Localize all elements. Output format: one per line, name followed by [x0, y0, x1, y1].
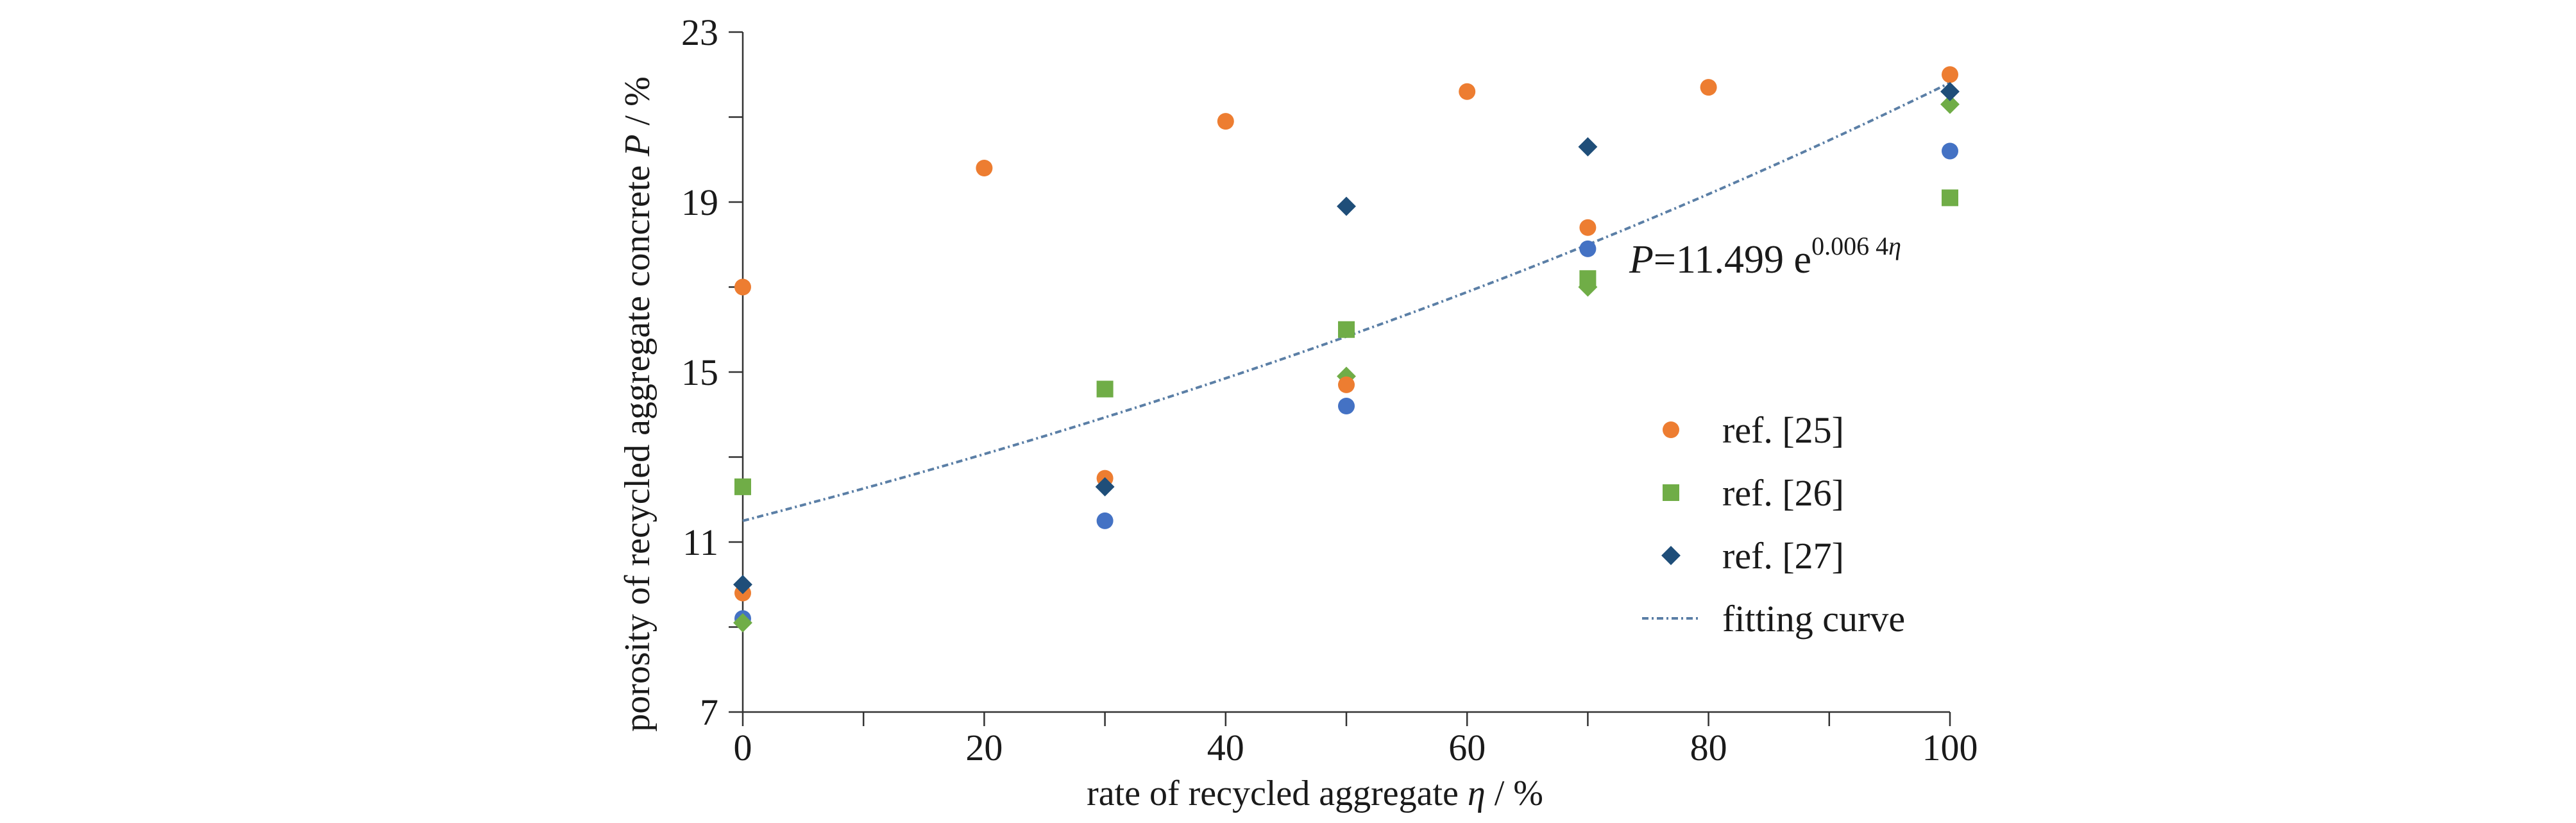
y-axis-label: porosity of recycled aggregate concrete …	[618, 76, 657, 732]
data-point	[976, 160, 993, 176]
x-tick-label: 0	[734, 727, 752, 768]
y-tick-label: 15	[681, 352, 718, 393]
y-tick-label: 23	[681, 12, 718, 53]
x-tick-label: 60	[1448, 727, 1486, 768]
data-point	[734, 478, 751, 495]
data-point	[1217, 113, 1234, 130]
data-point	[1579, 270, 1597, 287]
data-point-extra	[1579, 240, 1597, 257]
legend-marker	[1661, 546, 1681, 565]
data-point	[1096, 380, 1114, 398]
data-point-extra	[1940, 94, 1960, 114]
data-point	[1337, 196, 1356, 216]
axes: 0 20 40 60 80 100 7 11 15 19 23	[681, 12, 1978, 768]
data-points	[733, 66, 1960, 632]
legend-label-fit: fitting curve	[1722, 598, 1905, 640]
legend-label: ref. [26]	[1722, 472, 1844, 514]
y-tick-label: 7	[700, 691, 718, 733]
legend-label: ref. [27]	[1722, 535, 1844, 577]
legend-label: ref. [25]	[1722, 409, 1844, 451]
x-axis-label: rate of recycled aggregate η / %	[1087, 774, 1543, 813]
legend-marker	[1663, 421, 1679, 438]
data-point-extra	[1337, 366, 1356, 386]
x-tick-label: 80	[1690, 727, 1727, 768]
data-point	[1700, 79, 1717, 96]
data-point	[1338, 376, 1355, 393]
x-tick-label: 40	[1207, 727, 1244, 768]
data-point-extra	[1338, 398, 1355, 414]
y-tick-label: 11	[682, 522, 718, 563]
fit-curve-layer	[742, 81, 1951, 522]
x-tick-label: 20	[965, 727, 1003, 768]
data-point	[733, 575, 752, 595]
data-point-extra	[733, 613, 752, 632]
data-point	[1579, 219, 1597, 236]
data-point-extra	[1096, 512, 1114, 529]
data-point	[1940, 81, 1960, 101]
equation-label: P=11.499 e0.006 4η	[1629, 232, 1901, 282]
y-tick-label: 19	[681, 182, 718, 223]
data-point	[1095, 477, 1115, 496]
x-tick-label: 100	[1922, 727, 1978, 768]
data-point	[1459, 83, 1476, 100]
fit-curve	[742, 81, 1951, 522]
data-point	[1942, 189, 1958, 207]
legend-marker	[1663, 484, 1679, 501]
legend: ref. [25] ref. [26] ref. [27] fitting curve	[1642, 409, 1905, 640]
data-point	[1578, 137, 1598, 157]
data-point-extra	[1942, 142, 1958, 160]
data-point	[1338, 321, 1355, 338]
data-point	[1942, 66, 1958, 83]
data-point	[734, 278, 751, 296]
